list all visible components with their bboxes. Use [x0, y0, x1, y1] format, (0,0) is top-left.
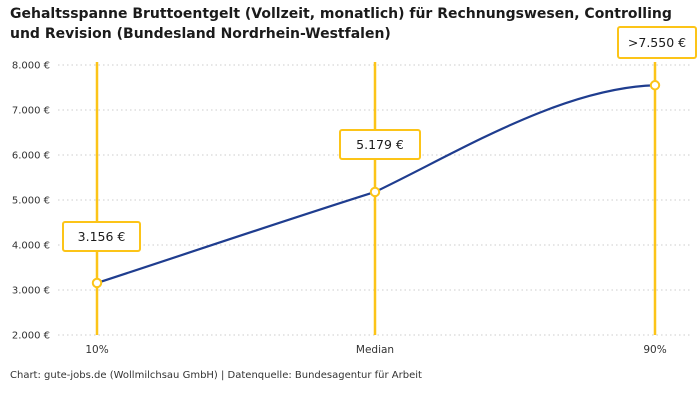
y-axis-tick-label: 4.000 €	[12, 241, 50, 252]
y-axis-tick-label: 5.000 €	[12, 196, 50, 207]
y-axis-tick-label: 7.000 €	[12, 106, 50, 117]
data-point-marker	[91, 277, 103, 289]
data-point-marker	[369, 186, 381, 198]
x-axis-tick-label: Median	[356, 344, 394, 356]
callout-percentile-90: >7.550 €	[617, 26, 697, 59]
chart-source-credit: Chart: gute-jobs.de (Wollmilchsau GmbH) …	[10, 370, 422, 381]
x-axis-tick-label: 10%	[85, 344, 108, 356]
callout-median: 5.179 €	[339, 129, 421, 160]
x-axis-tick-label: 90%	[643, 344, 666, 356]
data-point-marker	[649, 80, 661, 91]
callout-percentile-90-value: >7.550 €	[627, 35, 687, 50]
y-axis-tick-label: 6.000 €	[12, 151, 50, 162]
y-axis-tick-label: 8.000 €	[12, 61, 50, 72]
callout-percentile-10-value: 3.156 €	[77, 229, 126, 244]
y-axis-tick-label: 3.000 €	[12, 286, 50, 297]
chart-title: Gehaltsspanne Bruttoentgelt (Vollzeit, m…	[10, 6, 672, 42]
callout-median-value: 5.179 €	[356, 137, 404, 152]
y-axis-tick-label: 2.000 €	[12, 331, 50, 342]
callout-percentile-10: 3.156 €	[62, 221, 141, 252]
